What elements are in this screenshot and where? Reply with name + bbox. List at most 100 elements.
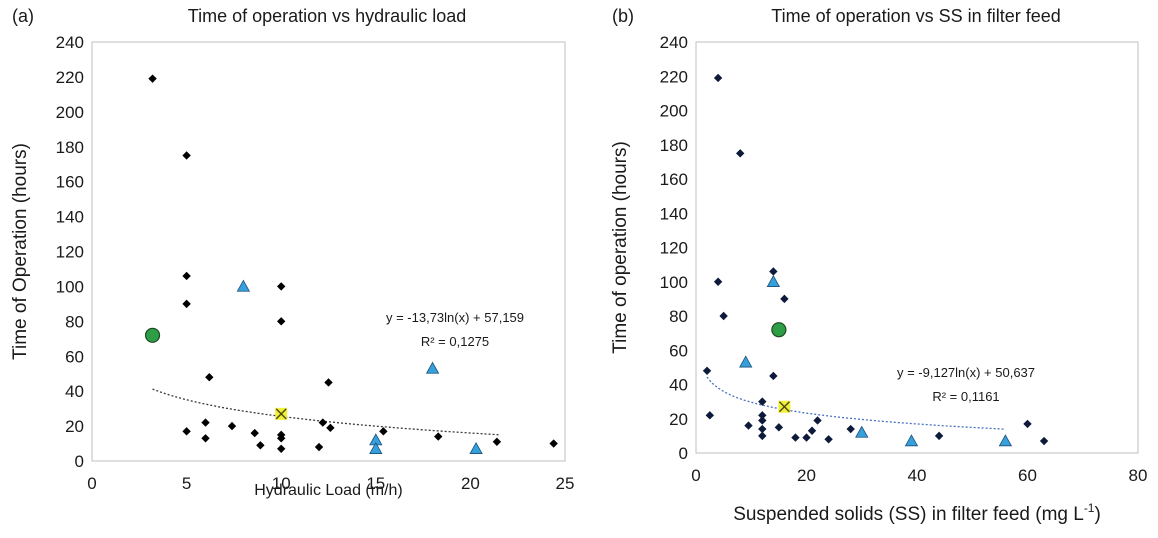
x-tick-label: 0 xyxy=(87,474,96,493)
data-point-diamond xyxy=(802,433,811,442)
x-tick-label: 5 xyxy=(182,474,191,493)
data-point-diamond xyxy=(256,441,265,450)
data-point-diamond xyxy=(791,433,800,442)
data-point-x-square xyxy=(275,407,288,420)
y-tick-label: 100 xyxy=(660,273,688,292)
data-point-diamond xyxy=(314,442,324,452)
data-point-diamond xyxy=(326,423,335,433)
y-tick-label: 40 xyxy=(65,382,84,401)
plot-area-frame xyxy=(695,41,1139,454)
y-tick-label: 0 xyxy=(679,444,688,463)
y-tick-label: 180 xyxy=(660,136,688,155)
chart-b: 0 20 40 60 80 100 120 140 160 180 200 220 240 0 20 40 60… xyxy=(610,33,1148,525)
y-tick-label: 140 xyxy=(56,208,84,227)
data-point-diamond xyxy=(934,431,944,441)
trend-r-squared: R² = 0,1275 xyxy=(421,334,489,349)
data-point-diamond xyxy=(702,366,712,375)
y-tick-label: 140 xyxy=(660,204,688,223)
y-tick-label: 200 xyxy=(660,102,688,121)
data-point-diamond xyxy=(182,271,191,281)
trendline xyxy=(706,376,1006,430)
data-point-diamond xyxy=(434,432,443,441)
data-point-diamond xyxy=(227,421,237,431)
trend-equation: y = -13,73ln(x) + 57,159 xyxy=(386,310,524,325)
y-tick-label: 0 xyxy=(75,452,84,471)
y-axis-label: Time of operation (hours) xyxy=(610,141,631,354)
data-point-triangle xyxy=(469,441,483,454)
x-tick-label: 10 xyxy=(272,474,291,493)
y-axis-label: Time of Operation (hours) xyxy=(10,143,31,360)
x-axis-label: Suspended solids (SS) in filter feed (mg… xyxy=(733,501,1101,525)
data-point-diamond xyxy=(277,282,286,291)
data-point-diamond xyxy=(205,373,214,382)
panel-label-b: (b) xyxy=(612,6,634,26)
data-point-triangle xyxy=(739,355,753,368)
chart-panel-b: Time of operation vs SS in filter feed (… xyxy=(600,0,1158,533)
data-point-diamond xyxy=(719,311,728,321)
data-point-diamond xyxy=(318,418,328,427)
data-point-diamond xyxy=(549,439,558,448)
x-tick-label: 25 xyxy=(556,474,575,493)
x-tick-label: 0 xyxy=(691,466,700,485)
y-tick-label: 220 xyxy=(56,68,84,87)
data-point-diamond xyxy=(148,74,157,83)
y-tick-label: 220 xyxy=(660,67,688,86)
data-point-diamond xyxy=(250,428,259,438)
y-tick-label: 100 xyxy=(56,277,84,296)
data-point-triangle xyxy=(236,279,251,292)
chart-title-a: Time of operation vs hydraulic load xyxy=(187,6,467,26)
y-tick-label: 60 xyxy=(65,347,84,366)
data-point-x-square xyxy=(778,400,791,413)
data-point-diamond xyxy=(807,426,817,435)
x-tick-label: 20 xyxy=(797,466,816,485)
panel-label-a: (a) xyxy=(12,6,34,26)
y-tick-label: 40 xyxy=(669,376,688,395)
data-point-diamond xyxy=(758,416,767,425)
data-point-diamond xyxy=(705,411,715,420)
y-tick-label: 120 xyxy=(56,243,84,262)
chart-title-b: Time of operation vs SS in filter feed xyxy=(771,6,1061,26)
data-point-diamond xyxy=(780,294,789,304)
data-point-diamond xyxy=(201,418,210,427)
y-tick-label: 80 xyxy=(669,307,688,326)
y-tick-label: 120 xyxy=(660,239,688,258)
x-tick-label: 80 xyxy=(1129,466,1148,485)
chart-panel-a: (a) Time of operation vs hydraulic load … xyxy=(0,0,580,533)
data-point-diamond xyxy=(846,424,855,434)
data-point-triangle xyxy=(998,434,1013,447)
data-point-diamond xyxy=(201,434,210,443)
data-point-triangle xyxy=(766,274,781,287)
data-point-triangle xyxy=(855,425,869,438)
y-tick-label: 240 xyxy=(56,33,84,52)
data-point-diamond xyxy=(744,421,753,430)
data-point-diamond xyxy=(182,299,191,309)
y-tick-label: 160 xyxy=(660,170,688,189)
plot-area-frame xyxy=(91,41,566,462)
data-point-diamond xyxy=(277,444,286,453)
y-tick-label: 60 xyxy=(669,341,688,360)
data-point-diamond xyxy=(758,431,767,441)
y-tick-label: 160 xyxy=(56,173,84,192)
data-point-diamond xyxy=(379,427,388,436)
data-point-triangle xyxy=(904,434,919,447)
data-point-diamond xyxy=(324,378,333,387)
data-point-diamond xyxy=(824,435,833,444)
data-point-diamond xyxy=(713,277,723,286)
data-point-diamond xyxy=(774,423,784,432)
trend-equation: y = -9,127ln(x) + 50,637 xyxy=(897,365,1035,380)
data-point-diamond xyxy=(813,416,822,425)
data-point-diamond xyxy=(769,371,778,381)
data-point-circle xyxy=(771,322,787,338)
data-point-diamond xyxy=(713,73,723,83)
y-tick-label: 80 xyxy=(65,312,84,331)
trend-r-squared: R² = 0,1161 xyxy=(932,389,999,404)
data-point-diamond xyxy=(1023,419,1032,429)
chart-a: 0 20 40 60 80 100 120 140 160 180 200 220 240 0 5 10 15 2… xyxy=(10,33,575,499)
trendline xyxy=(152,388,499,436)
y-tick-label: 20 xyxy=(669,410,688,429)
data-point-diamond xyxy=(277,317,286,326)
data-point-diamond xyxy=(182,427,191,436)
x-tick-label: 20 xyxy=(461,474,480,493)
x-tick-label: 40 xyxy=(908,466,927,485)
data-point-diamond xyxy=(182,151,191,160)
